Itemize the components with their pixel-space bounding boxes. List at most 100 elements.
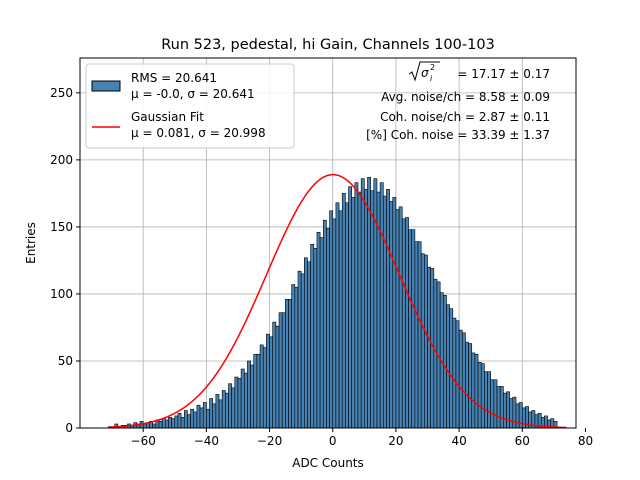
histogram-bar (499, 386, 504, 429)
histogram-bar (313, 248, 318, 429)
y-tick-label: 200 (50, 153, 73, 167)
x-tick-label: −40 (194, 434, 219, 448)
y-tick-label: 250 (50, 86, 73, 100)
x-axis-ticks: −60 −40 −20 0 20 40 60 80 (131, 428, 593, 448)
histogram-bar (496, 386, 501, 429)
histogram-bar (424, 254, 428, 429)
histogram-bar (468, 343, 473, 429)
x-tick-label: −20 (257, 434, 282, 448)
histogram-bar (471, 352, 476, 429)
legend: RMS = 20.641 μ = -0.0, σ = 20.641 Gaussi… (85, 63, 295, 149)
histogram-bar (487, 371, 492, 429)
histogram-bar (449, 308, 454, 429)
x-tick-label: 0 (329, 434, 337, 448)
histogram-bar (335, 202, 340, 429)
histogram-bar (398, 206, 403, 429)
histogram-bar (281, 312, 286, 429)
x-axis-label: ADC Counts (292, 456, 364, 470)
histogram-bar (326, 227, 330, 429)
histogram-bar (304, 257, 308, 429)
histogram-bar (247, 360, 251, 429)
histogram-bar (493, 379, 498, 429)
histogram-bar (367, 177, 371, 429)
histogram-bar (199, 407, 204, 429)
histogram-bar (262, 347, 267, 429)
histogram-bar (446, 304, 450, 429)
histogram-bar (209, 398, 213, 429)
histogram-bar (408, 229, 413, 429)
plot-frame (79, 57, 577, 429)
histogram-bar (382, 195, 387, 429)
chart-title: Run 523, pedestal, hi Gain, Channels 100… (161, 37, 495, 53)
histogram-bar (379, 182, 384, 429)
histogram-bar (310, 244, 315, 429)
legend-hist-line1: RMS = 20.641 (131, 71, 217, 85)
y-axis-ticks: 0 50 100 150 200 250 (50, 86, 80, 435)
histogram-bar (300, 273, 305, 429)
histogram-bar (411, 229, 416, 429)
histogram-bar (250, 364, 255, 429)
histogram-bar (285, 299, 289, 429)
x-tick-label: −60 (131, 434, 156, 448)
histogram-bar (177, 412, 182, 429)
histogram-bar (458, 329, 463, 429)
histogram-bar (218, 399, 223, 429)
histogram-bar (225, 392, 229, 429)
histogram-bar (490, 379, 495, 429)
histogram-bars (108, 177, 558, 429)
histogram-bar (389, 201, 394, 429)
histogram-bar (348, 186, 352, 429)
histogram-bar (171, 418, 176, 429)
histogram-bar (512, 396, 517, 429)
annotation-coh-percent: [%] Coh. noise = 33.39 ± 1.37 (366, 128, 550, 142)
histogram-bar (243, 372, 248, 429)
histogram-bar (452, 317, 457, 429)
y-tick-label: 150 (50, 220, 73, 234)
histogram-bar (161, 418, 166, 429)
gaussian-fit-line (108, 173, 567, 429)
histogram-bar (322, 219, 327, 429)
x-tick-label: 60 (515, 434, 530, 448)
histogram-bar (288, 299, 292, 429)
histogram-bar (259, 344, 264, 429)
histogram-bar (168, 416, 172, 429)
histogram-bar (414, 241, 419, 429)
legend-fit-line2: μ = 0.081, σ = 20.998 (131, 126, 266, 140)
histogram-bar (417, 241, 422, 429)
histogram-bar (465, 341, 469, 429)
histogram-bar (316, 231, 321, 429)
histogram-bar (357, 191, 362, 429)
annotations: σ 2 i = 17.17 ± 0.17 Avg. noise/ch = 8.5… (366, 61, 550, 142)
histogram-bar (506, 391, 510, 429)
histogram-bar (503, 392, 507, 429)
histogram-bar (395, 209, 400, 429)
histogram-bar (392, 197, 397, 429)
x-tick-label: 80 (578, 434, 593, 448)
histogram-bar (364, 189, 368, 429)
y-tick-label: 50 (58, 354, 73, 368)
y-axis-label: Entries (24, 222, 38, 264)
legend-fit-line1: Gaussian Fit (131, 110, 204, 124)
histogram-bar (477, 362, 482, 429)
histogram-bar (351, 197, 356, 429)
histogram-bar (319, 237, 324, 429)
histogram-bar (455, 320, 460, 429)
histogram-bar (370, 190, 375, 429)
histogram-bar (231, 387, 236, 429)
legend-box (85, 63, 295, 149)
sqrt-sigma-symbol: σ (421, 66, 429, 80)
histogram-bar (474, 353, 479, 429)
x-tick-label: 20 (388, 434, 403, 448)
histogram-bar (329, 210, 334, 429)
histogram-bar (443, 294, 447, 429)
histogram-bar (152, 423, 157, 429)
histogram-bar (291, 284, 296, 429)
histogram-bar (183, 410, 188, 429)
histogram-bar (345, 202, 349, 429)
annotation-1-value: = 17.17 ± 0.17 (457, 67, 550, 81)
legend-hist-line2: μ = -0.0, σ = 20.641 (131, 87, 255, 101)
histogram-bar (180, 416, 185, 429)
histogram-bar (275, 325, 280, 429)
annotation-avg-noise: Avg. noise/ch = 8.58 ± 0.09 (381, 90, 550, 104)
histogram-bar (190, 408, 195, 429)
